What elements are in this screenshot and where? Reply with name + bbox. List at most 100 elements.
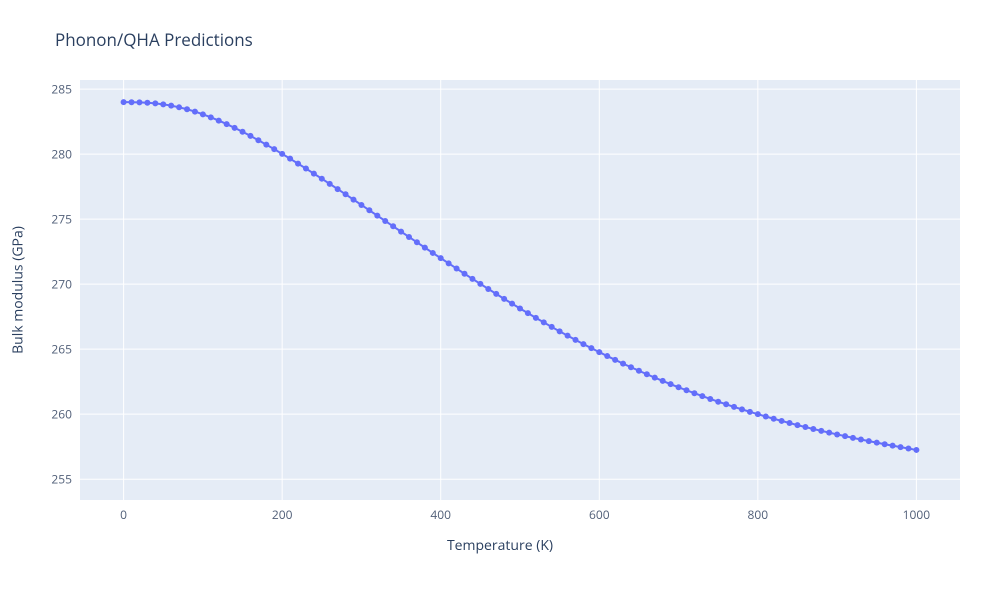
data-marker[interactable] (541, 319, 547, 325)
data-marker[interactable] (683, 387, 689, 393)
data-marker[interactable] (263, 142, 269, 148)
data-marker[interactable] (327, 181, 333, 187)
data-marker[interactable] (905, 446, 911, 452)
data-marker[interactable] (485, 286, 491, 292)
data-marker[interactable] (604, 353, 610, 359)
data-marker[interactable] (422, 245, 428, 251)
data-marker[interactable] (216, 118, 222, 124)
data-marker[interactable] (747, 409, 753, 415)
data-marker[interactable] (596, 349, 602, 355)
data-marker[interactable] (810, 426, 816, 432)
data-marker[interactable] (834, 431, 840, 437)
data-marker[interactable] (255, 137, 261, 143)
data-marker[interactable] (184, 106, 190, 112)
data-marker[interactable] (628, 364, 634, 370)
data-marker[interactable] (699, 393, 705, 399)
data-marker[interactable] (295, 161, 301, 167)
data-marker[interactable] (311, 171, 317, 177)
data-marker[interactable] (874, 440, 880, 446)
data-marker[interactable] (152, 100, 158, 106)
data-marker[interactable] (826, 430, 832, 436)
data-marker[interactable] (438, 255, 444, 261)
data-marker[interactable] (136, 99, 142, 105)
data-marker[interactable] (787, 420, 793, 426)
data-marker[interactable] (676, 384, 682, 390)
data-marker[interactable] (588, 345, 594, 351)
data-marker[interactable] (224, 121, 230, 127)
data-marker[interactable] (739, 406, 745, 412)
data-marker[interactable] (406, 234, 412, 240)
data-marker[interactable] (533, 315, 539, 321)
data-marker[interactable] (121, 99, 127, 105)
data-marker[interactable] (335, 186, 341, 192)
data-marker[interactable] (509, 301, 515, 307)
data-marker[interactable] (565, 333, 571, 339)
data-marker[interactable] (358, 202, 364, 208)
data-marker[interactable] (343, 191, 349, 197)
data-marker[interactable] (612, 357, 618, 363)
data-marker[interactable] (636, 368, 642, 374)
data-marker[interactable] (723, 401, 729, 407)
data-marker[interactable] (366, 207, 372, 213)
data-marker[interactable] (755, 411, 761, 417)
data-marker[interactable] (232, 125, 238, 131)
data-marker[interactable] (707, 396, 713, 402)
data-marker[interactable] (517, 305, 523, 311)
data-marker[interactable] (771, 416, 777, 422)
data-marker[interactable] (176, 104, 182, 110)
data-marker[interactable] (779, 418, 785, 424)
data-marker[interactable] (287, 156, 293, 162)
data-marker[interactable] (247, 133, 253, 139)
data-marker[interactable] (763, 414, 769, 420)
data-marker[interactable] (842, 433, 848, 439)
data-marker[interactable] (469, 276, 475, 282)
data-marker[interactable] (644, 371, 650, 377)
data-marker[interactable] (557, 328, 563, 334)
data-marker[interactable] (430, 250, 436, 256)
data-marker[interactable] (660, 378, 666, 384)
data-marker[interactable] (303, 166, 309, 172)
data-marker[interactable] (850, 435, 856, 441)
data-marker[interactable] (351, 197, 357, 203)
data-marker[interactable] (279, 151, 285, 157)
data-marker[interactable] (446, 260, 452, 266)
data-marker[interactable] (271, 146, 277, 152)
data-marker[interactable] (398, 229, 404, 235)
data-marker[interactable] (240, 129, 246, 135)
data-marker[interactable] (913, 447, 919, 453)
data-marker[interactable] (129, 99, 135, 105)
data-marker[interactable] (691, 390, 697, 396)
data-marker[interactable] (208, 114, 214, 120)
data-marker[interactable] (898, 444, 904, 450)
data-marker[interactable] (477, 281, 483, 287)
data-marker[interactable] (462, 271, 468, 277)
data-marker[interactable] (549, 324, 555, 330)
data-marker[interactable] (501, 296, 507, 302)
data-marker[interactable] (794, 422, 800, 428)
data-marker[interactable] (652, 375, 658, 381)
data-marker[interactable] (731, 404, 737, 410)
data-marker[interactable] (818, 428, 824, 434)
data-marker[interactable] (802, 424, 808, 430)
data-marker[interactable] (382, 218, 388, 224)
data-marker[interactable] (866, 438, 872, 444)
data-marker[interactable] (882, 441, 888, 447)
data-marker[interactable] (414, 239, 420, 245)
data-marker[interactable] (493, 291, 499, 297)
data-marker[interactable] (858, 437, 864, 443)
data-marker[interactable] (573, 337, 579, 343)
data-marker[interactable] (715, 399, 721, 405)
data-marker[interactable] (390, 223, 396, 229)
data-marker[interactable] (374, 213, 380, 219)
data-marker[interactable] (160, 101, 166, 107)
data-marker[interactable] (890, 443, 896, 449)
data-marker[interactable] (319, 176, 325, 182)
data-marker[interactable] (168, 103, 174, 109)
data-marker[interactable] (454, 266, 460, 272)
data-marker[interactable] (580, 341, 586, 347)
data-marker[interactable] (668, 381, 674, 387)
data-marker[interactable] (525, 310, 531, 316)
data-marker[interactable] (620, 361, 626, 367)
data-marker[interactable] (192, 109, 198, 115)
data-marker[interactable] (200, 111, 206, 117)
